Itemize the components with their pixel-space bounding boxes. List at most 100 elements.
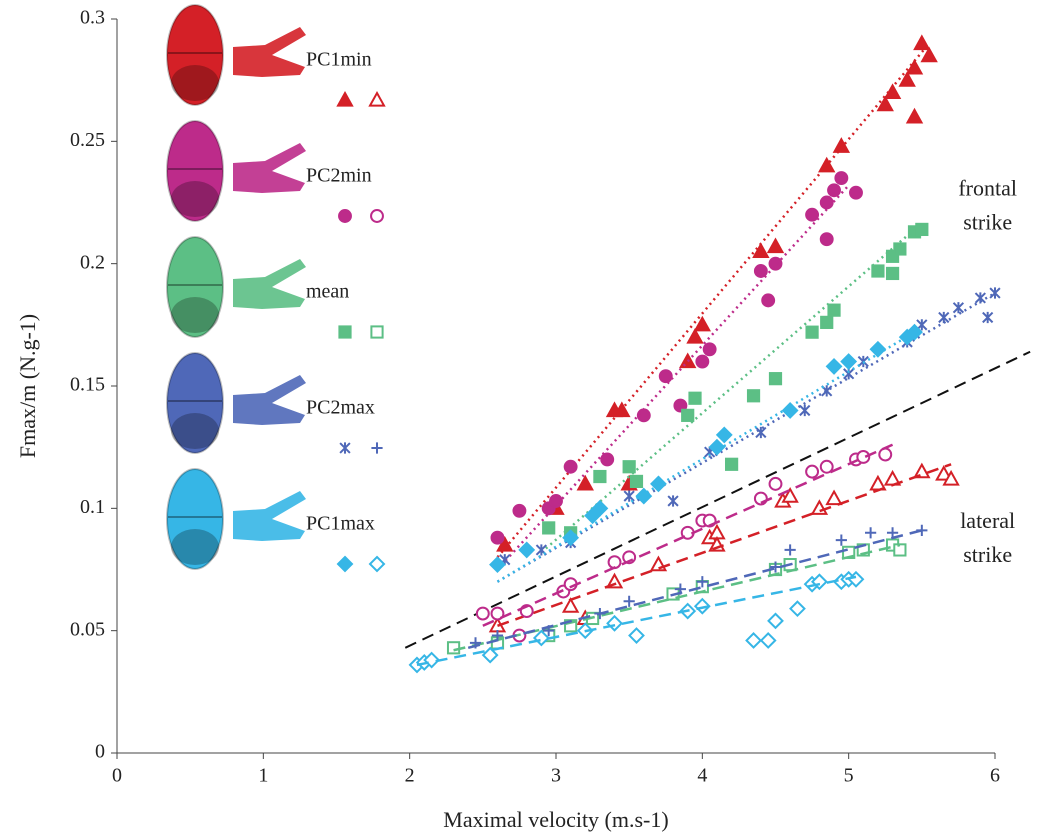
reference-line (404, 350, 1031, 649)
marker-circle (673, 398, 688, 413)
marker-circle (768, 256, 783, 271)
legend-label: PC1max (306, 513, 375, 535)
marker-cross (799, 404, 811, 417)
marker-triangle (920, 46, 938, 63)
x-axis-label: Maximal velocity (m.s-1) (443, 807, 668, 832)
marker-triangle (913, 462, 931, 479)
marker-circle (636, 408, 651, 423)
marker-diamond (368, 555, 386, 573)
marker-circle (563, 459, 578, 474)
legend-head-icon (233, 375, 306, 425)
marker-triangle (766, 237, 785, 254)
marker-triangle (686, 328, 704, 344)
legend-head-icon (233, 143, 306, 193)
marker-triangle (810, 499, 829, 515)
marker-triangle (818, 156, 836, 173)
marker-square (885, 249, 900, 263)
marker-circle (658, 369, 673, 384)
marker-square (542, 521, 556, 535)
marker-square (820, 315, 834, 329)
x-tick-label: 3 (551, 765, 561, 787)
legend-label: mean (306, 281, 349, 303)
legend-head-icon (233, 259, 306, 309)
marker-cross (982, 311, 994, 324)
marker-triangle (905, 107, 924, 124)
marker-diamond (518, 541, 536, 559)
trend-line (497, 463, 952, 627)
legend-label: PC2max (306, 397, 375, 419)
marker-circle (490, 606, 505, 621)
legend-body-icon (166, 4, 224, 106)
marker-triangle (942, 469, 960, 486)
marker-circle (805, 464, 820, 479)
x-tick-label: 6 (990, 765, 1000, 787)
legend-label: PC1min (306, 49, 372, 71)
marker-diamond (759, 632, 777, 649)
marker-circle (370, 209, 384, 223)
marker-triangle (781, 487, 799, 503)
marker-plus (886, 527, 899, 539)
marker-diamond (715, 426, 733, 444)
marker-triangle (913, 34, 931, 51)
marker-circle (878, 447, 893, 462)
marker-square (629, 474, 644, 489)
marker-diamond (606, 614, 623, 632)
marker-triangle (649, 555, 668, 572)
marker-triangle (561, 597, 580, 613)
marker-square (915, 222, 929, 237)
marker-plus (371, 442, 383, 454)
y-tick-label: 0 (95, 741, 105, 763)
marker-square (871, 264, 885, 278)
marker-diamond (693, 597, 711, 615)
trend-line (467, 529, 923, 650)
y-axis-label: Fmax/m (N.g-1) (15, 314, 40, 458)
y-tick-label: 0.1 (80, 496, 105, 518)
y-tick-label: 0.2 (80, 251, 105, 273)
marker-square (725, 457, 739, 471)
marker-triangle (576, 474, 594, 491)
legend-body-icon (166, 120, 224, 222)
marker-circle (549, 494, 563, 508)
marker-triangle (935, 465, 953, 481)
annotation: strike (963, 209, 1012, 234)
trend-line (416, 575, 857, 667)
marker-square (827, 303, 841, 317)
marker-circle (761, 293, 776, 308)
marker-cross (952, 302, 965, 314)
legend-head-icon (233, 491, 306, 541)
marker-circle (600, 452, 615, 467)
marker-cross (339, 442, 351, 454)
marker-square (681, 408, 695, 422)
marker-triangle (876, 95, 894, 112)
marker-circle (338, 209, 352, 223)
marker-square (622, 460, 636, 474)
legend-body-shade (171, 65, 219, 101)
marker-square (446, 641, 461, 655)
marker-plus (784, 544, 796, 556)
marker-circle (512, 503, 527, 518)
marker-square (370, 325, 384, 339)
marker-triangle (825, 489, 843, 506)
marker-circle (819, 459, 834, 474)
marker-circle (827, 183, 841, 198)
marker-triangle (883, 83, 902, 99)
marker-square (768, 372, 783, 386)
marker-triangle (693, 315, 712, 332)
marker-diamond (708, 438, 726, 456)
marker-square (593, 469, 607, 484)
marker-triangle (336, 90, 354, 107)
marker-square (885, 266, 900, 281)
marker-diamond (781, 402, 799, 419)
marker-diamond (336, 555, 354, 573)
marker-circle (819, 232, 834, 247)
y-tick-label: 0.3 (80, 7, 105, 29)
marker-diamond (628, 627, 645, 644)
marker-square (893, 242, 907, 256)
marker-plus (865, 527, 877, 539)
legend-body-shade (171, 181, 219, 217)
marker-triangle (496, 535, 514, 552)
annotation: strike (963, 542, 1012, 567)
legend-head-icon (233, 27, 306, 77)
marker-cross (989, 287, 1001, 299)
